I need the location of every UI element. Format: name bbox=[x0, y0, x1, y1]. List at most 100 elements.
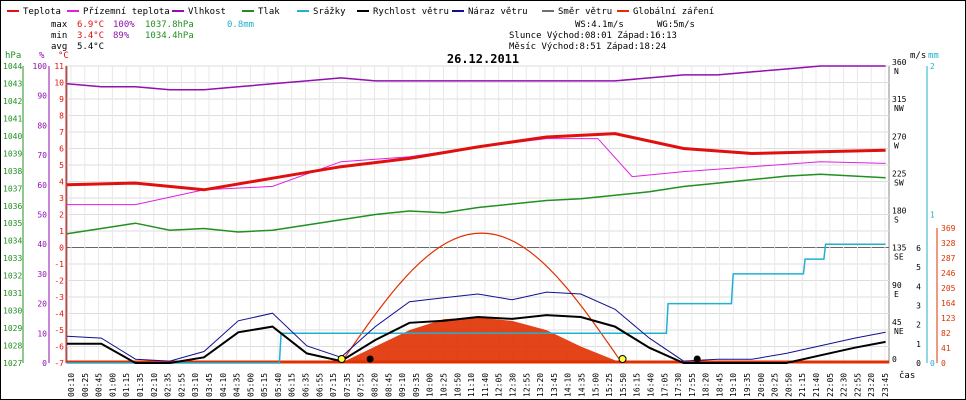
humidity-tick-label: 20 bbox=[37, 300, 47, 309]
x-tick-label: 08:45 bbox=[384, 373, 393, 397]
series-wind-gust bbox=[66, 291, 886, 362]
x-tick-label: 05:40 bbox=[274, 373, 283, 397]
wind-dir-tick-label: 225 bbox=[892, 169, 907, 178]
x-tick-label: 05:00 bbox=[246, 373, 255, 397]
unit-degc: °C bbox=[58, 51, 69, 61]
humidity-tick-label: 50 bbox=[37, 211, 47, 220]
x-tick-label: 04:35 bbox=[233, 373, 242, 397]
series-humidity bbox=[66, 65, 886, 91]
x-tick-label: 02:55 bbox=[177, 373, 186, 397]
humidity-tick-label: 0 bbox=[42, 359, 47, 368]
wind-speed-tick-label: 1 bbox=[916, 340, 921, 349]
legend-label: Přízemní teplota bbox=[83, 7, 170, 17]
legend-label: Rychlost větru bbox=[373, 7, 449, 17]
info-wind-speed: WS:4.1m/s bbox=[575, 20, 624, 30]
humidity-tick-label: 80 bbox=[37, 121, 47, 130]
temperature-tick-label: 10 bbox=[54, 79, 64, 88]
chart-title: 26.12.2011 bbox=[447, 52, 519, 66]
x-tick-label: 04:10 bbox=[219, 373, 228, 397]
x-tick-label: 15:50 bbox=[619, 373, 628, 397]
wind-dir-tick-label: NW bbox=[894, 104, 904, 113]
rain-tick-label: 1 bbox=[930, 211, 935, 220]
radiation-tick-label: 82 bbox=[941, 329, 951, 338]
x-tick-label: 10:00 bbox=[426, 373, 435, 397]
rain-tick-label: 0 bbox=[930, 359, 935, 368]
legend-label: Náraz větru bbox=[468, 7, 528, 17]
temperature-tick-label: 3 bbox=[59, 194, 64, 203]
radiation-area bbox=[341, 317, 622, 363]
wind-dir-tick-label: 135 bbox=[892, 244, 907, 253]
x-tick-label: 03:10 bbox=[191, 373, 200, 397]
x-tick-label: 11:10 bbox=[467, 373, 476, 397]
stat-max-label: max bbox=[51, 20, 68, 30]
temperature-tick-label: 4 bbox=[59, 178, 64, 187]
x-tick-label: 23:20 bbox=[867, 373, 876, 397]
x-tick-label: 10:25 bbox=[440, 373, 449, 397]
legend-label: Globální záření bbox=[633, 7, 714, 17]
series-wind-speed bbox=[67, 314, 886, 364]
stat-avg-label: avg bbox=[51, 42, 67, 52]
humidity-tick-label: 40 bbox=[37, 240, 47, 249]
x-tick-label: 12:55 bbox=[522, 373, 531, 397]
x-tick-label: 07:35 bbox=[343, 373, 352, 397]
stat-min-temp: 3.4°C bbox=[77, 31, 104, 41]
legend-label: Směr větru bbox=[558, 7, 612, 17]
temperature-tick-label: -6 bbox=[54, 343, 64, 352]
wind-speed-tick-label: 4 bbox=[916, 282, 921, 291]
radiation-tick-label: 123 bbox=[941, 314, 956, 323]
radiation-clear-sky-curve bbox=[337, 232, 626, 364]
unit-cas: čas bbox=[899, 370, 915, 381]
rain-tick-label: 2 bbox=[930, 62, 935, 71]
series-rain bbox=[67, 243, 886, 364]
x-tick-label: 20:00 bbox=[757, 373, 766, 397]
pressure-tick-label: 1037 bbox=[3, 184, 22, 193]
stat-min-hum: 89% bbox=[113, 31, 130, 41]
temperature-tick-label: 5 bbox=[59, 161, 64, 170]
wind-dir-tick-label: SE bbox=[894, 253, 904, 262]
x-tick-label: 00:25 bbox=[81, 373, 90, 397]
wind-dir-tick-label: 0 bbox=[892, 355, 897, 364]
radiation-tick-label: 0 bbox=[941, 359, 946, 368]
pressure-tick-label: 1035 bbox=[3, 219, 22, 228]
x-tick-label: 19:35 bbox=[743, 373, 752, 397]
temperature-tick-label: 1 bbox=[59, 227, 64, 236]
x-tick-label: 13:20 bbox=[536, 373, 545, 397]
x-tick-label: 02:35 bbox=[164, 373, 173, 397]
pressure-tick-label: 1030 bbox=[3, 307, 22, 316]
radiation-tick-label: 369 bbox=[941, 224, 956, 233]
pressure-tick-label: 1027 bbox=[3, 359, 22, 368]
pressure-tick-label: 1039 bbox=[3, 149, 22, 158]
humidity-tick-label: 60 bbox=[37, 181, 47, 190]
legend: Teplota Přízemní teplota Vlhkost Tlak Srážky… bbox=[7, 7, 714, 17]
pressure-tick-label: 1040 bbox=[3, 132, 22, 141]
radiation-tick-label: 41 bbox=[941, 344, 951, 353]
wind-dir-tick-label: W bbox=[894, 141, 899, 150]
x-tick-label: 02:10 bbox=[150, 373, 159, 397]
wind-speed-tick-label: 2 bbox=[916, 321, 921, 330]
legend-label: Srážky bbox=[313, 7, 346, 17]
temperature-tick-label: -1 bbox=[54, 260, 64, 269]
x-tick-label: 19:10 bbox=[729, 373, 738, 397]
x-tick-label: 09:10 bbox=[398, 373, 407, 397]
unit-mm: mm bbox=[928, 51, 939, 61]
plot-area bbox=[66, 65, 889, 364]
unit-hpa: hPa bbox=[5, 51, 21, 61]
wind-dir-tick-label: E bbox=[894, 290, 899, 299]
pressure-tick-label: 1043 bbox=[3, 79, 22, 88]
wind-dir-tick-label: 45 bbox=[892, 318, 902, 327]
info-moon: Měsíc Východ:8:51 Západ:18:24 bbox=[509, 42, 666, 52]
humidity-tick-label: 70 bbox=[37, 151, 47, 160]
unit-pct: % bbox=[39, 51, 45, 61]
info-block: WS:4.1m/s WG:5m/s Slunce Východ:08:01 Zá… bbox=[509, 20, 695, 52]
pressure-tick-label: 1042 bbox=[3, 97, 22, 106]
stat-avg-temp: 5.4°C bbox=[77, 42, 104, 52]
wind-speed-tick-label: 5 bbox=[916, 263, 921, 272]
x-tick-label: 22:05 bbox=[826, 373, 835, 397]
x-tick-label: 20:25 bbox=[771, 373, 780, 397]
x-tick-label: 09:35 bbox=[412, 373, 421, 397]
x-tick-label: 01:00 bbox=[108, 373, 117, 397]
x-tick-label: 13:45 bbox=[550, 373, 559, 397]
info-sun: Slunce Východ:08:01 Západ:16:13 bbox=[509, 31, 677, 41]
radiation-tick-label: 328 bbox=[941, 239, 956, 248]
wind-dir-tick-label: 360 bbox=[892, 58, 907, 67]
